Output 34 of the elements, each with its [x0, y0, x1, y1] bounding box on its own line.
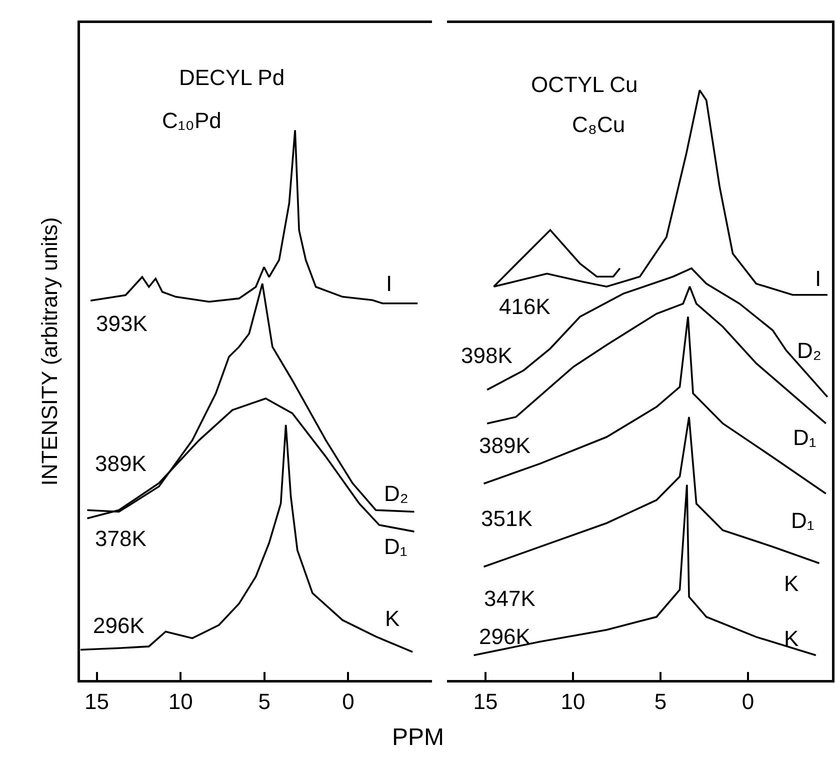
x-tick-label: 5: [654, 688, 667, 714]
text: C₈Cu: [572, 112, 626, 137]
y-axis-title: INTENSITY (arbitrary units): [37, 217, 62, 486]
annotation: 389K: [479, 433, 531, 458]
annotation: D₂: [797, 338, 822, 363]
x-tick-label: 0: [342, 688, 354, 714]
chart-subtitle: C₁₀Pd: [162, 108, 222, 133]
x-tick-label: 0: [742, 688, 754, 714]
annotation: 351K: [481, 506, 533, 531]
x-tick-label: 15: [84, 688, 109, 714]
annotation: 296K: [93, 613, 145, 638]
x-tick-label: 10: [168, 688, 193, 714]
x-tick-label: 5: [258, 688, 271, 714]
annotation: K: [784, 571, 799, 596]
annotation: I: [815, 266, 822, 291]
annotation: 398K: [461, 343, 513, 368]
annotation: 296K: [479, 624, 531, 649]
annotation: 393K: [96, 311, 148, 336]
annotation: 416K: [499, 294, 551, 319]
chart-title: OCTYL Cu: [531, 72, 638, 97]
x-tick-label: 15: [473, 688, 498, 714]
annotation: 389K: [95, 451, 147, 476]
annotation: 378K: [95, 526, 147, 551]
annotation: D₁: [791, 508, 814, 533]
x-tick-label: 10: [560, 688, 586, 714]
annotation: 347K: [484, 586, 536, 611]
x-axis-title: PPM: [390, 724, 445, 752]
annotation: K: [784, 626, 799, 651]
annotation: D₁: [384, 534, 408, 559]
annotation: D₂: [384, 481, 408, 506]
chart-title: DECYL Pd: [179, 65, 285, 90]
annotation: I: [386, 271, 392, 296]
annotation: D₁: [793, 425, 816, 450]
annotation: K: [385, 606, 400, 631]
